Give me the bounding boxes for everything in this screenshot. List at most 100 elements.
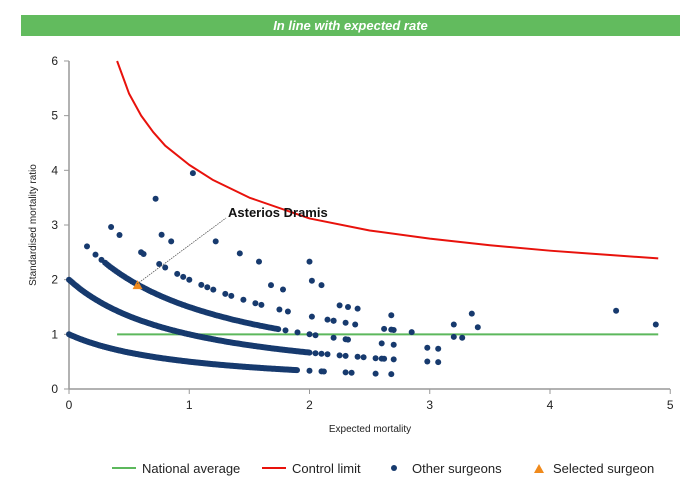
surgeon-point [450, 321, 457, 328]
surgeon-point [342, 369, 349, 376]
axis-ticks: 0 1 2 3 4 5 0 1 2 3 4 5 6 [51, 54, 674, 412]
y-tick-label: 0 [51, 382, 58, 396]
surgeon-point [116, 232, 123, 238]
surgeon-point [388, 371, 395, 378]
surgeon-point [459, 334, 466, 341]
y-tick-label: 6 [51, 54, 58, 68]
surgeon-point [240, 296, 247, 303]
surgeon-point [352, 321, 359, 328]
surgeon-point [424, 344, 431, 351]
surgeon-point [252, 300, 259, 307]
surgeon-point [222, 290, 229, 297]
surgeon-point [390, 356, 397, 363]
surgeon-point [318, 350, 325, 357]
surgeon-point [256, 258, 262, 265]
surgeon-point [189, 170, 196, 177]
surgeon-point [294, 329, 301, 336]
y-axis-label: Standardised mortality ratio [28, 164, 39, 286]
surgeon-point [108, 224, 115, 230]
surgeon-point [275, 326, 282, 333]
surgeon-point [174, 270, 181, 277]
other-surgeons-series [66, 170, 659, 378]
surgeon-point [345, 336, 351, 343]
selected-surgeon-marker [132, 280, 143, 290]
surgeon-point [330, 317, 337, 324]
surgeon-point [336, 302, 343, 309]
surgeon-point [450, 333, 457, 340]
surgeon-point [180, 273, 187, 280]
surgeon-point [360, 354, 367, 361]
y-tick-label: 4 [51, 163, 58, 177]
y-tick-label: 1 [51, 327, 58, 341]
surgeon-point [388, 312, 395, 319]
surgeon-point [330, 334, 337, 341]
selected-surgeon-label: Asterios Dramis [228, 205, 328, 220]
x-tick-label: 5 [667, 398, 674, 412]
surgeon-point [320, 368, 327, 375]
control-limit-line [116, 60, 659, 260]
surgeon-point [258, 301, 265, 308]
surgeon-point [372, 370, 379, 377]
surgeon-point [162, 264, 169, 271]
surgeon-point [306, 367, 313, 374]
surgeon-point [276, 306, 283, 313]
surgeon-point [372, 355, 379, 362]
surgeon-point [342, 319, 349, 326]
surgeon-point [158, 231, 165, 238]
surgeon-point [378, 340, 385, 347]
surgeon-point [652, 321, 659, 328]
surgeon-point [92, 251, 99, 258]
surgeon-point [390, 341, 397, 348]
y-tick-label: 5 [51, 109, 58, 123]
surgeon-point [435, 359, 442, 366]
y-tick-label: 2 [51, 273, 58, 287]
x-tick-label: 3 [426, 398, 433, 412]
surgeon-point [98, 256, 105, 263]
surgeon-point [284, 308, 291, 315]
surgeon-point [613, 307, 620, 314]
surgeon-point [306, 349, 313, 356]
x-tick-label: 4 [547, 398, 554, 412]
surgeon-point [186, 276, 193, 283]
surgeon-point [236, 250, 243, 257]
surgeon-point [306, 258, 313, 265]
legend-selected-surgeon: Selected surgeon [553, 461, 654, 476]
surgeon-point [268, 282, 274, 289]
legend-other-surgeons: Other surgeons [412, 461, 502, 476]
surgeon-point [312, 350, 319, 357]
legend: National average Control limit Other sur… [112, 461, 654, 476]
x-tick-label: 0 [66, 398, 73, 412]
x-tick-label: 1 [186, 398, 193, 412]
surgeon-point [84, 243, 90, 250]
surgeon-point [342, 352, 349, 359]
surgeon-point [228, 292, 235, 299]
surgeon-point [474, 324, 481, 331]
surgeon-point [294, 367, 300, 374]
surgeon-point [168, 238, 175, 245]
surgeon-point [306, 331, 313, 338]
y-tick-label: 3 [51, 218, 58, 232]
surgeon-point [152, 195, 159, 202]
x-axis-label: Expected mortality [329, 424, 411, 435]
surgeon-point [308, 313, 315, 320]
surgeon-point [204, 284, 211, 291]
legend-national-average: National average [142, 461, 240, 476]
plot-series [66, 60, 659, 378]
surgeon-point [424, 358, 431, 365]
surgeon-point [312, 332, 319, 339]
surgeon-point [348, 369, 355, 376]
x-tick-label: 2 [306, 398, 313, 412]
surgeon-point [354, 305, 361, 312]
surgeon-point [390, 327, 397, 333]
surgeon-point [210, 286, 217, 293]
surgeon-point [336, 352, 343, 359]
surgeon-point [408, 329, 415, 336]
legend-others-swatch [391, 465, 397, 471]
surgeon-point [468, 310, 475, 317]
legend-control-limit: Control limit [292, 461, 361, 476]
surgeon-point [324, 316, 331, 323]
surgeon-point [381, 355, 388, 362]
status-banner: In line with expected rate [21, 15, 680, 36]
surgeon-point [212, 238, 219, 245]
